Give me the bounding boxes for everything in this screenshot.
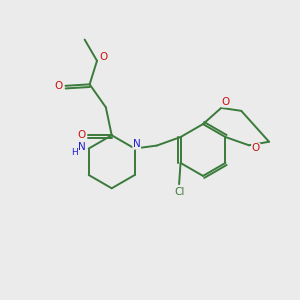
Text: Cl: Cl (174, 188, 184, 197)
Text: H: H (71, 148, 77, 157)
Text: N: N (78, 142, 86, 152)
Text: O: O (252, 143, 260, 153)
Text: O: O (99, 52, 108, 62)
Text: O: O (55, 81, 63, 91)
Text: O: O (77, 130, 85, 140)
Text: O: O (221, 97, 230, 107)
Text: N: N (133, 139, 141, 149)
